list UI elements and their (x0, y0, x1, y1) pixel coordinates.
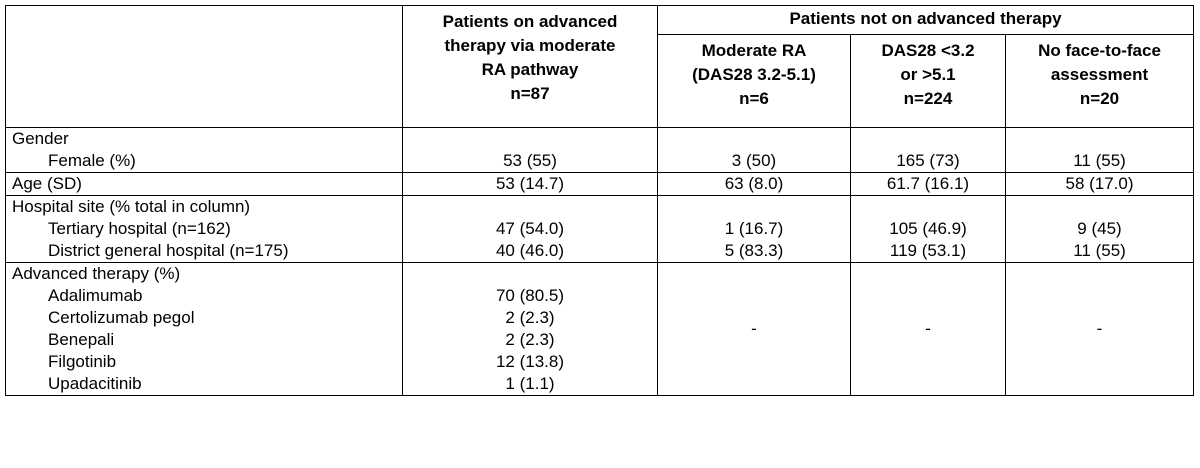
tertiary-noface: 9 (45) (1077, 219, 1122, 238)
therapy-noface-dash: - (1004, 262, 1195, 396)
adalimumab-value: 70 (80.5) (495, 286, 565, 305)
header-no-face-to-face: No face-to-face assessment n=20 (1004, 34, 1195, 128)
header-not-advanced-group: Patients not on advanced therapy (656, 5, 1195, 35)
header-row-2: Moderate RA (DAS28 3.2-5.1) n=6 DAS28 <3… (6, 34, 1195, 128)
header-row-1: Patients on advanced therapy via moderat… (5, 5, 1195, 128)
certolizumab-label: Certolizumab pegol (48, 308, 195, 327)
district-das28: 119 (53.1) (889, 241, 967, 260)
header-moderate-ra: Moderate RA (DAS28 3.2-5.1) n=6 (657, 34, 851, 128)
patient-characteristics-table: Patients on advanced therapy via moderat… (5, 5, 1195, 396)
age-advanced: 53 (14.7) (495, 174, 565, 193)
district-noface: 11 (55) (1073, 241, 1126, 260)
gender-label: Gender (12, 129, 69, 148)
age-das28: 61.7 (16.1) (886, 174, 970, 193)
gender-label-cell: Gender Female (%) (5, 127, 403, 173)
tertiary-moderate: 1 (16.7) (724, 219, 784, 238)
header-empty-cell (5, 5, 403, 128)
header-das28: DAS28 <3.2 or >5.1 n=224 (850, 34, 1006, 128)
female-das28: 165 (73) (896, 151, 960, 170)
therapy-das28-dash: - (850, 262, 1006, 396)
district-label: District general hospital (n=175) (48, 241, 289, 260)
filgotinib-value: 12 (13.8) (495, 352, 565, 371)
tertiary-advanced: 47 (54.0) (495, 219, 565, 238)
upadacitinib-label: Upadacitinib (48, 374, 142, 393)
age-moderate: 63 (8.0) (724, 174, 784, 193)
age-label: Age (SD) (12, 174, 82, 193)
hospital-site-label: Hospital site (% total in column) (12, 197, 251, 216)
district-advanced: 40 (46.0) (495, 241, 565, 260)
female-label: Female (%) (48, 151, 136, 170)
female-advanced: 53 (55) (503, 151, 557, 170)
upadacitinib-value: 1 (1.1) (505, 374, 555, 393)
female-noface: 11 (55) (1073, 151, 1126, 170)
benepali-label: Benepali (48, 330, 115, 349)
advanced-therapy-row: Advanced therapy (%) Adalimumab Certoliz… (5, 262, 1195, 396)
tertiary-das28: 105 (46.9) (889, 219, 967, 238)
female-moderate: 3 (50) (731, 151, 777, 170)
therapy-moderate-dash: - (657, 262, 851, 396)
gender-row: Gender Female (%) 53 (55) 3 (50) 165 (73… (5, 127, 1195, 173)
filgotinib-label: Filgotinib (48, 352, 117, 371)
certolizumab-value: 2 (2.3) (505, 308, 555, 327)
advanced-therapy-label: Advanced therapy (%) (12, 264, 181, 283)
header-advanced-therapy: Patients on advanced therapy via moderat… (402, 5, 658, 128)
age-row: Age (SD) 53 (14.7) 63 (8.0) 61.7 (16.1) … (5, 172, 1195, 196)
hospital-site-row: Hospital site (% total in column) Tertia… (5, 195, 1195, 263)
age-noface: 58 (17.0) (1065, 174, 1134, 193)
adalimumab-label: Adalimumab (48, 286, 143, 305)
tertiary-label: Tertiary hospital (n=162) (48, 219, 231, 238)
benepali-value: 2 (2.3) (505, 330, 555, 349)
district-moderate: 5 (83.3) (724, 241, 784, 260)
